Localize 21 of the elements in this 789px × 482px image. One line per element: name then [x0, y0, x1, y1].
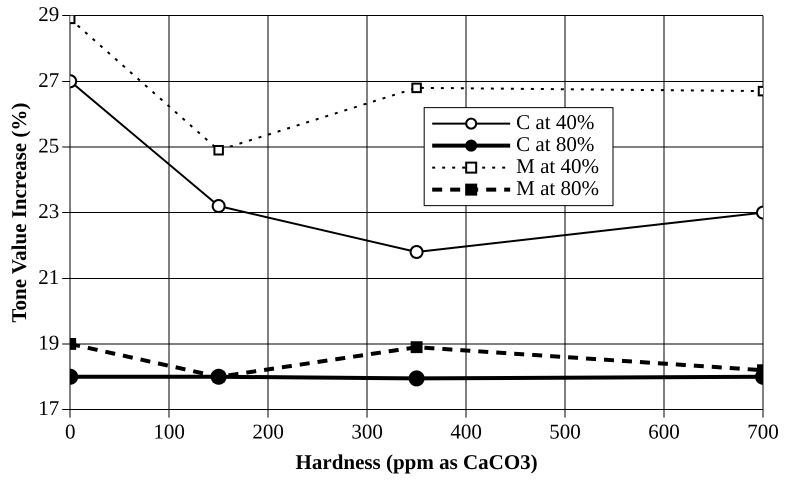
x-axis-title: Hardness (ppm as CaCO3): [296, 450, 538, 474]
x-tick-label: 600: [648, 420, 680, 444]
y-tick-label: 29: [38, 2, 60, 26]
y-tick-label: 21: [38, 264, 60, 289]
y-tick-label: 25: [38, 133, 60, 158]
legend-label: C at 80%: [516, 132, 594, 156]
legend-label: M at 40%: [516, 154, 600, 178]
y-tick-label: 23: [38, 199, 60, 224]
x-tick-label: 400: [450, 420, 482, 444]
x-tick-label: 300: [351, 420, 383, 444]
y-tick-label: 19: [38, 330, 60, 354]
y-axis-title: Tone Value Increase (%): [7, 102, 32, 323]
y-tick-label: 27: [38, 68, 60, 92]
x-tick-label: 0: [64, 420, 76, 444]
legend-label: C at 40%: [516, 110, 594, 134]
legend-label: M at 80%: [516, 176, 600, 200]
x-tick-label: 200: [252, 420, 284, 444]
x-tick-label: 700: [747, 420, 779, 444]
y-tick-label: 17: [38, 396, 60, 420]
x-tick-label: 100: [153, 420, 185, 444]
x-tick-label: 500: [549, 420, 581, 444]
